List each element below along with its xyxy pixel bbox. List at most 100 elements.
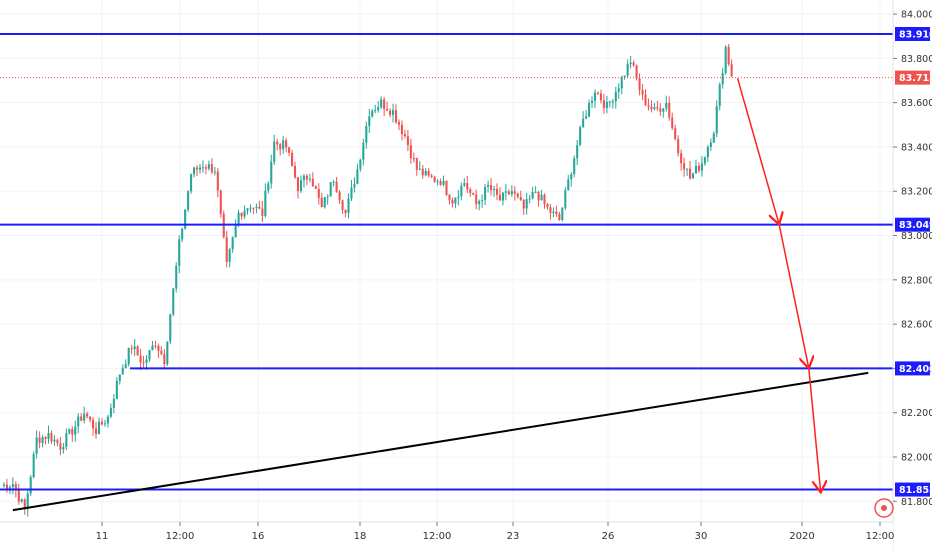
candle-up[interactable]: [166, 341, 169, 365]
candle-up[interactable]: [653, 107, 656, 110]
candle-down[interactable]: [389, 110, 392, 115]
candle-down[interactable]: [409, 145, 412, 158]
candle-up[interactable]: [115, 380, 118, 399]
candle-up[interactable]: [614, 91, 617, 102]
candle-up[interactable]: [365, 126, 368, 143]
candle-down[interactable]: [730, 64, 733, 77]
candle-down[interactable]: [285, 140, 288, 148]
candle-down[interactable]: [276, 141, 279, 145]
candle-up[interactable]: [213, 171, 216, 173]
candle-up[interactable]: [347, 198, 350, 213]
candle-up[interactable]: [74, 426, 77, 435]
candle-up[interactable]: [109, 407, 112, 417]
candle-up[interactable]: [371, 110, 374, 117]
candle-down[interactable]: [195, 167, 199, 170]
candle-up[interactable]: [228, 249, 231, 262]
candle-down[interactable]: [394, 110, 398, 123]
candle-up[interactable]: [83, 413, 86, 421]
candle-down[interactable]: [136, 346, 139, 356]
candle-up[interactable]: [380, 99, 383, 108]
candle-up[interactable]: [193, 167, 196, 175]
candle-up[interactable]: [302, 175, 305, 181]
candle-down[interactable]: [632, 62, 635, 66]
candle-up[interactable]: [178, 239, 181, 266]
candle-up[interactable]: [694, 165, 698, 174]
candle-down[interactable]: [71, 429, 74, 435]
candle-up[interactable]: [184, 209, 187, 229]
candle-down[interactable]: [95, 428, 98, 435]
candle-up[interactable]: [481, 199, 484, 201]
candle-down[interactable]: [23, 499, 26, 510]
candle-down[interactable]: [415, 157, 418, 170]
candle-down[interactable]: [344, 209, 347, 213]
candle-up[interactable]: [329, 182, 332, 197]
candle-down[interactable]: [677, 139, 680, 154]
candle-down[interactable]: [403, 134, 406, 137]
candle-down[interactable]: [44, 437, 47, 439]
candle-up[interactable]: [172, 288, 175, 315]
candle-down[interactable]: [472, 193, 475, 195]
candle-up[interactable]: [255, 206, 258, 208]
tradingview-clock-icon[interactable]: [874, 498, 894, 518]
candle-down[interactable]: [139, 355, 142, 363]
candle-up[interactable]: [567, 179, 570, 191]
candle-up[interactable]: [190, 174, 193, 192]
candle-down[interactable]: [240, 212, 243, 217]
candle-up[interactable]: [463, 183, 466, 186]
candle-down[interactable]: [656, 107, 659, 109]
candle-up[interactable]: [484, 186, 487, 200]
candle-down[interactable]: [5, 484, 8, 489]
candle-down[interactable]: [341, 200, 344, 210]
candle-up[interactable]: [703, 157, 706, 164]
candle-down[interactable]: [507, 191, 510, 195]
candle-down[interactable]: [100, 421, 104, 425]
candle-down[interactable]: [475, 194, 478, 205]
candle-up[interactable]: [487, 185, 490, 187]
candle-up[interactable]: [623, 75, 626, 78]
candle-up[interactable]: [582, 118, 585, 128]
candle-up[interactable]: [207, 164, 210, 169]
candle-down[interactable]: [421, 168, 424, 176]
candle-down[interactable]: [490, 185, 493, 191]
candle-up[interactable]: [65, 433, 68, 448]
candle-down[interactable]: [537, 191, 540, 201]
candle-up[interactable]: [103, 423, 106, 425]
candle-up[interactable]: [564, 190, 567, 208]
candle-down[interactable]: [451, 199, 454, 204]
candle-down[interactable]: [674, 128, 677, 140]
candle-up[interactable]: [629, 62, 632, 65]
candle-down[interactable]: [252, 207, 255, 209]
candle-up[interactable]: [552, 211, 555, 213]
candle-up[interactable]: [29, 477, 32, 494]
candle-up[interactable]: [626, 64, 629, 76]
candle-up[interactable]: [299, 180, 303, 191]
candle-down[interactable]: [430, 175, 433, 177]
candle-up[interactable]: [127, 348, 130, 365]
candle-up[interactable]: [706, 147, 709, 158]
candle-up[interactable]: [350, 187, 353, 199]
candle-up[interactable]: [41, 437, 44, 443]
candle-down[interactable]: [335, 181, 338, 192]
candle-down[interactable]: [383, 99, 386, 109]
candle-down[interactable]: [689, 168, 692, 179]
candle-up[interactable]: [691, 173, 695, 179]
candle-down[interactable]: [305, 175, 308, 180]
candle-up[interactable]: [721, 72, 724, 85]
candle-down[interactable]: [296, 177, 300, 191]
candle-down[interactable]: [311, 178, 314, 187]
candle-down[interactable]: [216, 171, 219, 191]
candle-down[interactable]: [56, 439, 59, 444]
candle-down[interactable]: [400, 124, 403, 135]
candle-up[interactable]: [570, 174, 573, 180]
candle-down[interactable]: [163, 354, 166, 365]
candle-up[interactable]: [353, 184, 356, 188]
candle-up[interactable]: [718, 84, 721, 107]
candle-down[interactable]: [433, 176, 436, 182]
time-axis[interactable]: [0, 522, 893, 550]
candle-up[interactable]: [62, 447, 65, 450]
candle-down[interactable]: [647, 105, 650, 107]
candle-down[interactable]: [558, 214, 561, 221]
candle-down[interactable]: [466, 183, 469, 190]
candle-up[interactable]: [198, 167, 202, 170]
candle-down[interactable]: [519, 196, 522, 200]
